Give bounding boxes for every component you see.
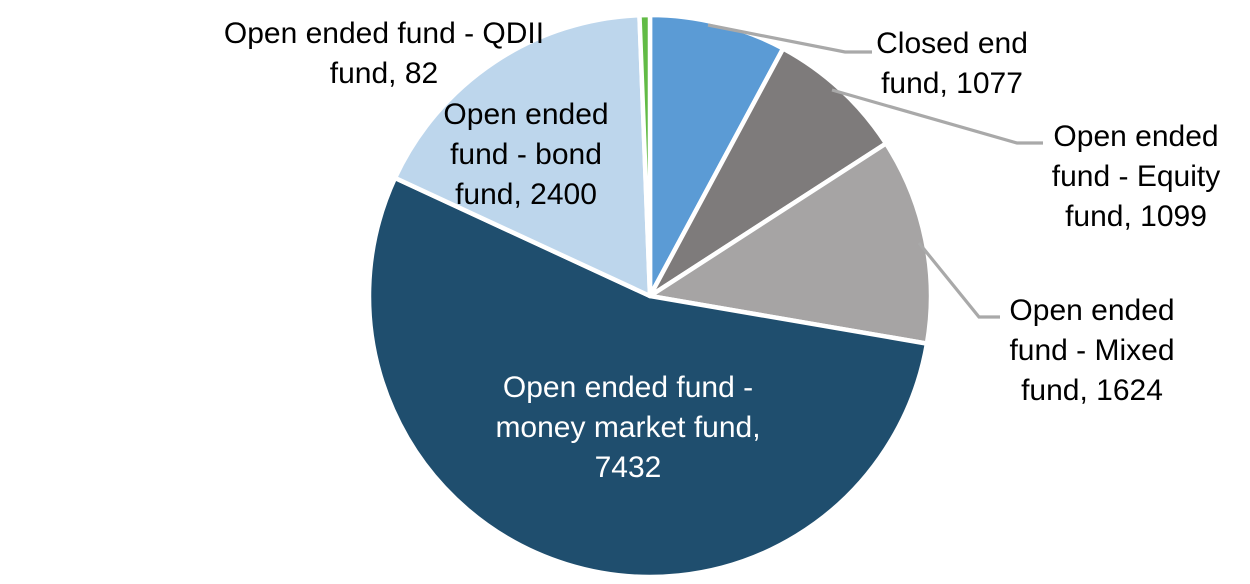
pie-slice-open-ended-mixed-fund: [647, 141, 934, 346]
label-open-ended-money-market-fund: Open ended fund - money market fund, 743…: [495, 368, 760, 488]
label-open-ended-mixed-fund: Open ended fund - Mixed fund, 1624: [1009, 291, 1174, 411]
leader-line-open-ended-mixed-fund: [917, 241, 1000, 319]
label-open-ended-equity-fund: Open ended fund - Equity fund, 1099: [1052, 117, 1220, 237]
leader-line-open-ended-equity-fund: [831, 88, 1043, 145]
label-line: Open ended fund - QDII: [223, 17, 545, 50]
pie-slice-open-ended-money-market-fund: [366, 175, 930, 580]
label-open-ended-qdii-fund: Open ended fund - QDII fund, 82: [224, 14, 544, 94]
label-open-ended-bond-fund: Open ended fund - bond fund, 2400: [443, 95, 608, 215]
label-line: Open ended fund -: [502, 371, 754, 404]
label-line: money market fund,: [495, 411, 761, 444]
label-line: Open ended: [1009, 294, 1175, 327]
label-line: Closed end: [876, 27, 1028, 60]
label-line: fund - Mixed: [1009, 334, 1175, 367]
pie-slices: [366, 12, 934, 580]
label-line: fund, 1099: [1065, 200, 1207, 233]
leader-lines: [707, 23, 1043, 319]
pie-slice-open-ended-equity-fund: [647, 46, 889, 299]
leader-line-closed-end-fund: [707, 23, 872, 54]
label-closed-end-fund: Closed end fund, 1077: [876, 24, 1028, 104]
label-line: fund, 82: [329, 57, 439, 90]
label-line: 7432: [594, 451, 662, 484]
label-line: fund - bond: [450, 138, 602, 171]
label-line: fund, 1077: [881, 67, 1023, 100]
pie-slice-closed-end-fund: [647, 12, 786, 299]
label-line: Open ended: [443, 98, 609, 131]
pie-slice-open-ended-bond-fund: [392, 12, 653, 299]
label-line: fund, 2400: [455, 178, 597, 211]
pie-slice-open-ended-qdii-fund: [637, 12, 653, 299]
label-line: Open ended: [1053, 120, 1219, 153]
label-line: fund, 1624: [1021, 374, 1163, 407]
label-line: fund - Equity: [1051, 160, 1221, 193]
